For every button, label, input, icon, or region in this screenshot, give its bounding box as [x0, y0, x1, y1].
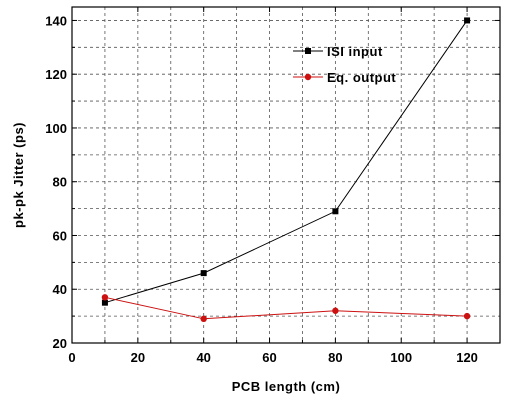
- data-point: [101, 299, 108, 306]
- series-layer: [101, 17, 471, 323]
- legend-label: ISI input: [327, 44, 383, 59]
- series-line-1: [104, 296, 468, 320]
- data-point: [332, 208, 339, 215]
- legend-marker: [305, 48, 311, 54]
- y-tick-label: 120: [45, 67, 67, 82]
- x-tick-label: 40: [196, 350, 210, 365]
- legend-marker: [304, 73, 312, 81]
- y-tick-label: 140: [45, 13, 67, 28]
- x-tick-label: 60: [262, 350, 276, 365]
- y-tick-label: 20: [53, 336, 67, 351]
- y-tick-label: 60: [53, 228, 67, 243]
- y-tick-label: 40: [53, 282, 67, 297]
- data-point: [463, 312, 471, 320]
- data-point: [464, 17, 471, 24]
- x-axis-label: PCB length (cm): [232, 379, 341, 394]
- y-tick-label: 80: [53, 175, 67, 190]
- series-line-0: [104, 20, 468, 304]
- x-tick-label: 120: [456, 350, 478, 365]
- x-tick-label: 20: [131, 350, 145, 365]
- legend-label: Eq. output: [327, 70, 396, 85]
- data-point: [200, 270, 207, 277]
- x-tick-label: 100: [390, 350, 412, 365]
- y-axis-label: pk-pk Jitter (ps): [11, 122, 26, 228]
- grid-layer: [72, 7, 500, 343]
- data-point: [101, 294, 109, 301]
- plot-frame: [71, 6, 501, 344]
- y-tick-label: 100: [45, 121, 67, 136]
- x-tick-label: 80: [328, 350, 342, 365]
- data-point: [200, 315, 207, 323]
- x-tick-label: 0: [68, 350, 75, 365]
- data-point: [332, 307, 339, 314]
- legend: ISI input Eq. output: [293, 44, 396, 85]
